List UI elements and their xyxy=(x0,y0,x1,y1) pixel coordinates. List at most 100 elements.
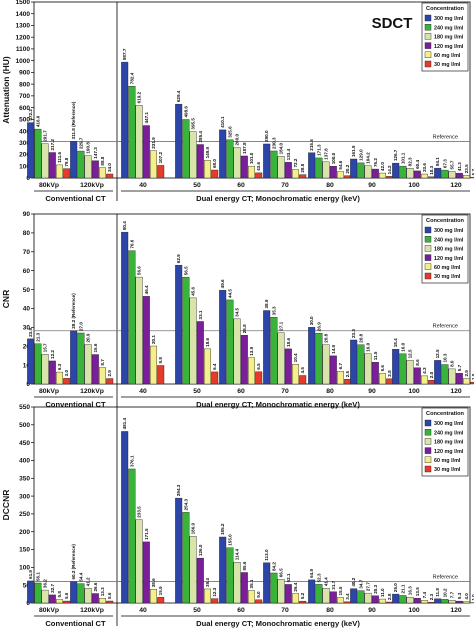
bar-kev90-s3 xyxy=(364,592,372,604)
bar-kev120-s6 xyxy=(470,381,474,385)
bar-80kVp-s4 xyxy=(48,594,56,604)
y-tick-label: 200 xyxy=(19,152,30,159)
bar-value-label: 171.3 xyxy=(316,144,321,156)
bar-kev60-s5 xyxy=(247,357,255,385)
bar-value-label: 26.4 xyxy=(293,582,298,591)
x-tick-label: 100 xyxy=(408,607,420,614)
bar-value-label: 987.7 xyxy=(122,48,127,60)
x-section-label-conventional: Conventional CT xyxy=(45,400,106,409)
bar-value-label: 416.6 xyxy=(35,115,40,127)
bar-kev70-s2 xyxy=(270,572,278,604)
bar-value-label: 9.0 xyxy=(256,591,261,598)
bar-120kVp-s3 xyxy=(84,588,92,604)
bar-value-label: 14.9 xyxy=(331,344,336,353)
bar-kev60-s3 xyxy=(233,147,241,179)
bar-value-label: 44.5 xyxy=(227,289,232,298)
y-tick-label: 1500 xyxy=(16,0,31,6)
bar-kev80-s2 xyxy=(315,157,323,179)
bar-value-label: 40.2 xyxy=(351,577,356,586)
bar-value-label: 35.3 xyxy=(271,306,276,315)
y-tick-label: 0 xyxy=(26,600,30,607)
bar-value-label: 13.9 xyxy=(249,346,254,355)
bar-value-label: 10.4 xyxy=(293,353,298,362)
bar-value-label: 12.5 xyxy=(435,349,440,358)
bar-value-label: 4.0 xyxy=(464,593,469,600)
bar-value-label: 16.0 xyxy=(366,342,371,351)
legend-entry: 300 mg I/ml xyxy=(434,16,464,22)
bar-kev50-s4 xyxy=(196,144,204,179)
bar-kev120-s6 xyxy=(470,177,474,179)
chart-panel-1: 0 100 200 300 400 500 600 700 800 900 1000 1100 1200… xyxy=(1,0,474,203)
bar-value-label: 161.9 xyxy=(351,145,356,157)
bar-kev100-s5 xyxy=(421,375,429,385)
bar-80kVp-s3 xyxy=(41,143,49,179)
legend: Concentration 300 mg I/ml 240 mg I/ml 180 m… xyxy=(421,214,469,284)
chart-panel-2: 0102030405060708090CNRReference23.921.31… xyxy=(1,211,474,409)
legend-entry: 60 mg I/ml xyxy=(434,458,461,464)
bar-kev120-s2 xyxy=(441,169,449,179)
bar-value-label: 42.0 xyxy=(380,162,385,171)
bar-value-label: 498.6 xyxy=(183,106,188,118)
y-tick-label: 500 xyxy=(19,422,30,429)
bar-value-label: 20.1 xyxy=(151,335,156,344)
y-tick-label: 700 xyxy=(19,93,30,100)
x-tick-label: 70 xyxy=(281,388,289,395)
bar-kev70-s5 xyxy=(292,593,300,604)
legend-swatch xyxy=(424,245,432,252)
bar-kev120-s5 xyxy=(463,601,471,604)
bar-value-label: 20.2 xyxy=(345,164,350,173)
x-tick-label: 120 xyxy=(450,182,462,189)
y-tick-label: 600 xyxy=(19,105,30,112)
y-tick-label: 50 xyxy=(23,287,31,294)
legend-entry: 180 mg I/ml xyxy=(434,247,464,253)
bar-120kVp-s1 xyxy=(70,330,78,385)
x-tick-label: 40 xyxy=(139,388,147,395)
bar-value-label: 217.2 xyxy=(50,139,55,151)
bar-value-label: 18.6 xyxy=(286,337,291,346)
bar-value-label: 4.3 xyxy=(422,367,427,374)
bar-value-label: 5.7 xyxy=(457,364,462,371)
x-tick-label: 70 xyxy=(281,182,289,189)
bar-value-label: 107.2 xyxy=(158,151,163,163)
bar-kev90-s5 xyxy=(379,373,387,385)
bar-80kVp-s1 xyxy=(27,122,35,179)
bar-kev70-s6 xyxy=(299,174,307,179)
bar-value-label: 7.4 xyxy=(422,592,427,599)
bar-value-label: 54.4 xyxy=(78,572,83,581)
bar-kev90-s6 xyxy=(386,601,394,604)
bar-value-label: 16.3 xyxy=(408,586,413,595)
bar-kev80-s5 xyxy=(337,371,345,385)
bar-value-label: 27.7 xyxy=(366,582,371,591)
bar-value-label: 84.1 xyxy=(435,157,440,166)
legend-swatch xyxy=(424,263,432,270)
bar-value-label: 84.2 xyxy=(271,562,276,571)
bar-value-label: 34.5 xyxy=(235,307,240,316)
bar-value-label: 82.3 xyxy=(408,157,413,166)
bar-value-label: 7.7 xyxy=(450,591,455,598)
bar-kev70-s1 xyxy=(263,562,271,604)
bar-value-label: 41.4 xyxy=(324,577,329,586)
x-tick-label: 80kVp xyxy=(39,388,59,395)
bar-kev40-s1 xyxy=(121,231,129,385)
legend-swatch xyxy=(424,419,432,427)
bar-value-label: 60.4 xyxy=(415,160,420,169)
bar-value-label: 14.2 xyxy=(387,165,392,174)
bar-80kVp-s2 xyxy=(34,582,42,604)
bar-value-label: 8.7 xyxy=(100,359,105,366)
bar-kev90-s1 xyxy=(350,158,358,179)
bar-value-label: 70.6 xyxy=(129,239,134,248)
bar-kev40-s2 xyxy=(128,468,136,604)
x-tick-label: 90 xyxy=(368,607,376,614)
legend-entry: 30 mg I/ml xyxy=(434,274,461,280)
bar-kev80-s3 xyxy=(322,161,330,179)
bar-value-label: 1.0 xyxy=(471,594,474,601)
bar-value-label: 186.9 xyxy=(191,522,196,534)
legend-swatch xyxy=(424,24,432,31)
bar-kev40-s4 xyxy=(142,125,150,179)
bar-kev120-s4 xyxy=(455,172,463,179)
bar-kev40-s3 xyxy=(135,105,143,179)
bar-value-label: 311.8 (Reference) xyxy=(71,101,76,139)
legend-swatch xyxy=(424,456,432,463)
bar-value-label: 46.4 xyxy=(144,285,149,294)
legend-entry: 180 mg I/ml xyxy=(434,440,464,446)
